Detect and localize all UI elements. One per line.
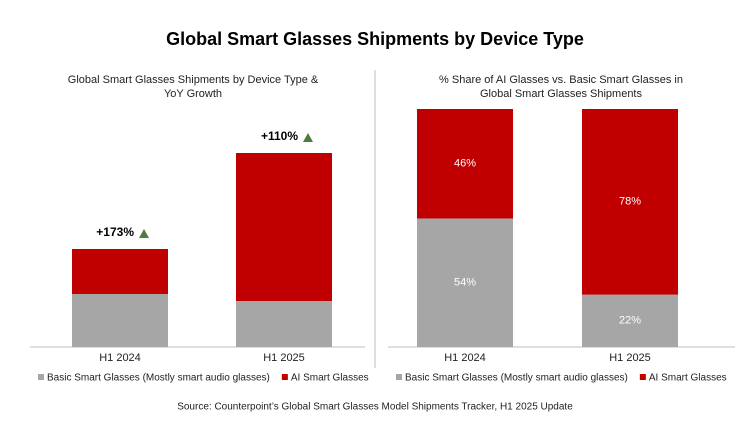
legend-label: AI Smart Glasses — [649, 373, 727, 384]
growth-label: +110% — [261, 129, 298, 143]
chart-title: Global Smart Glasses Shipments by Device… — [68, 74, 319, 100]
bar-segment — [236, 153, 332, 301]
growth-label: +173% — [96, 225, 134, 239]
bar-segment — [582, 294, 678, 347]
growth-arrow — [139, 229, 149, 238]
bar-segment — [72, 294, 168, 347]
bar-segment — [236, 301, 332, 347]
main-title: Global Smart Glasses Shipments by Device… — [166, 29, 584, 49]
x-tick-label: H1 2024 — [99, 352, 141, 364]
bar-segment — [417, 218, 513, 347]
bar-segment — [582, 109, 678, 295]
data-label: 22% — [619, 315, 641, 327]
legend-swatch — [396, 374, 402, 380]
legend-swatch — [281, 374, 288, 380]
x-tick-label: H1 2024 — [444, 352, 486, 364]
bar-segment — [417, 109, 513, 219]
legend-label: Basic Smart Glasses (Mostly smart audio … — [47, 373, 270, 384]
legend-label: AI Smart Glasses — [291, 373, 369, 384]
x-tick-label: H1 2025 — [609, 352, 651, 364]
legend-swatch — [38, 374, 44, 380]
data-label: 78% — [619, 196, 641, 208]
chart-title: % Share of AI Glasses vs. Basic Smart Gl… — [439, 74, 683, 100]
legend-label: Basic Smart Glasses (Mostly smart audio … — [405, 373, 628, 384]
legend-swatch — [639, 374, 646, 380]
source: Source: Counterpoint’s Global Smart Glas… — [177, 402, 573, 413]
x-tick-label: H1 2025 — [263, 352, 305, 364]
bar-segment — [72, 249, 168, 294]
data-label: 54% — [454, 277, 476, 289]
growth-arrow — [303, 133, 313, 142]
data-label: 46% — [454, 158, 476, 170]
